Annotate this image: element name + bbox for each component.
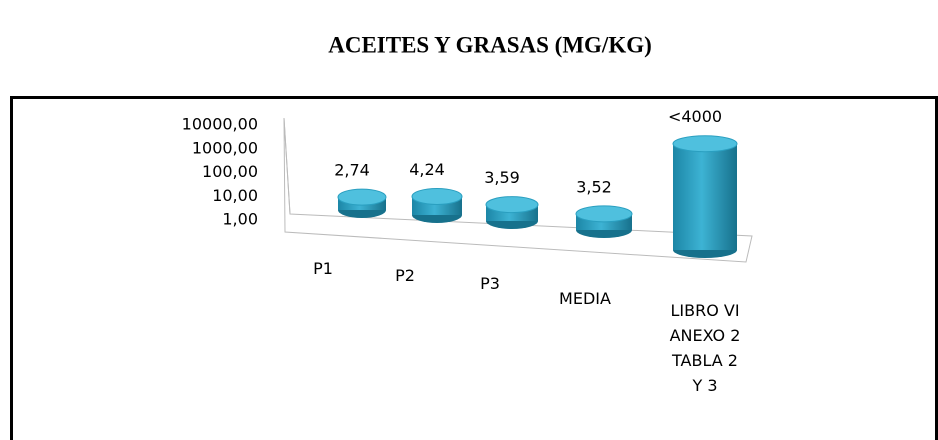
bar-top <box>672 135 738 153</box>
bar-top <box>337 188 387 206</box>
bar <box>337 188 387 218</box>
value-label: 2,74 <box>334 161 370 180</box>
y-axis <box>283 117 291 215</box>
y-tick-label: 10,00 <box>212 186 258 205</box>
value-label: 3,59 <box>484 168 520 187</box>
x-tick-label: P1 <box>313 259 333 278</box>
bar-top <box>485 196 539 214</box>
x-tick-label: P2 <box>395 266 415 285</box>
x-tick-label: MEDIA <box>559 289 611 308</box>
y-tick-label: 10000,00 <box>182 115 258 134</box>
bar-top <box>575 205 633 223</box>
value-label: 3,52 <box>576 177 612 196</box>
y-tick-label: 100,00 <box>202 162 258 181</box>
value-label: 4,24 <box>409 160 445 179</box>
chart-title: ACEITES Y GRASAS (MG/KG) <box>328 32 652 57</box>
bar <box>672 135 738 258</box>
x-tick-label: LIBRO VI ANEXO 2 TABLA 2 Y 3 <box>669 301 741 395</box>
x-tick-label: P3 <box>480 274 500 293</box>
bar-top <box>411 187 463 205</box>
bar <box>485 196 539 229</box>
bar-side <box>673 143 737 250</box>
y-tick-label: 1000,00 <box>192 138 258 157</box>
bar <box>411 187 463 223</box>
value-label: <4000 <box>668 107 722 126</box>
bar <box>575 205 633 238</box>
y-tick-label: 1,00 <box>222 210 258 229</box>
chart-frame <box>10 96 938 440</box>
